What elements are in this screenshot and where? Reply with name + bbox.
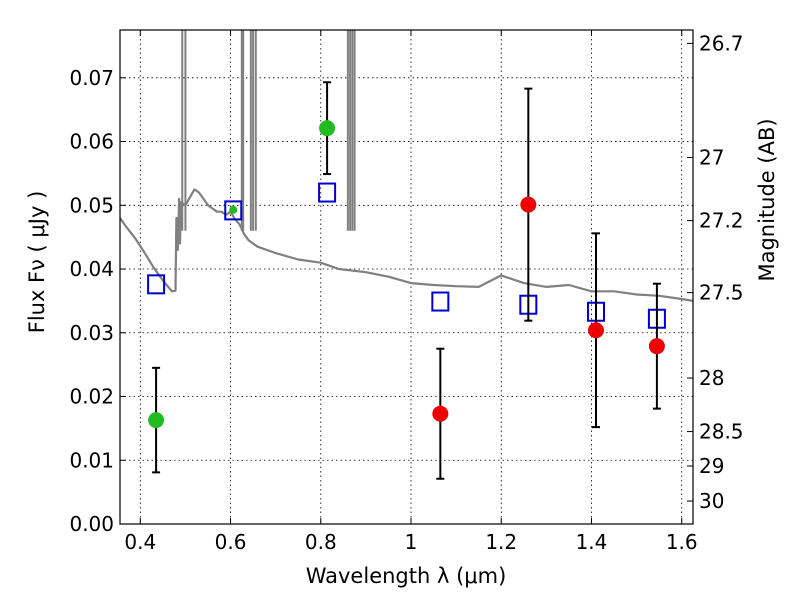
y-tick-label: 0.06 — [69, 130, 114, 154]
data-point-marker — [587, 322, 604, 339]
ticks: 0.4 0.6 0.8 1 1.2 1.4 1.6 0.00 0.01 0.02 0.03 0.04 0… — [69, 30, 744, 554]
x-tick-label: 1.6 — [666, 530, 698, 554]
x-tick-label: 1.2 — [485, 530, 517, 554]
sed-model-line — [120, 188, 693, 302]
x-tick-label: 1 — [405, 530, 418, 554]
x-tick-label: 0.8 — [305, 530, 337, 554]
right-tick-label: 28 — [699, 366, 724, 390]
y-tick-label: 0.03 — [69, 321, 114, 345]
y-tick-label: 0.02 — [69, 385, 114, 409]
right-tick-label: 27 — [699, 145, 724, 169]
data-point-marker — [319, 120, 336, 137]
x-tick-label: 0.4 — [124, 530, 156, 554]
data-point-marker — [648, 338, 665, 355]
y-axis-title: Flux Fν ( μJy ) — [25, 191, 49, 334]
y-tick-label: 0.05 — [69, 193, 114, 217]
data-point-marker — [520, 196, 537, 213]
plot-background — [120, 30, 693, 524]
model-box-marker — [224, 200, 243, 221]
y-tick-label: 0.07 — [69, 66, 114, 90]
y-tick-label: 0.00 — [69, 512, 114, 536]
plot-frame — [119, 29, 694, 525]
x-tick-label: 0.6 — [215, 530, 247, 554]
right-axis-title: Magnitude (AB) — [755, 118, 779, 281]
data-layer — [120, 30, 693, 480]
right-tick-label: 30 — [699, 489, 724, 513]
x-tick-label: 1.4 — [576, 530, 608, 554]
right-tick-label: 27.2 — [699, 209, 744, 233]
x-axis-title: Wavelength λ (μm) — [306, 564, 507, 588]
data-point-marker — [432, 405, 449, 422]
data-point-marker — [148, 412, 165, 429]
right-tick-label: 27.5 — [699, 281, 744, 305]
right-tick-label: 26.7 — [699, 31, 744, 55]
right-tick-label: 29 — [699, 454, 724, 478]
y-tick-label: 0.04 — [69, 257, 114, 281]
grid — [120, 30, 693, 525]
model-box-marker — [318, 182, 337, 203]
right-tick-label: 28.5 — [699, 420, 744, 444]
model-box-marker — [147, 274, 166, 295]
model-box-marker — [431, 291, 450, 312]
data-point-marker — [229, 205, 238, 214]
y-tick-label: 0.01 — [69, 448, 114, 472]
